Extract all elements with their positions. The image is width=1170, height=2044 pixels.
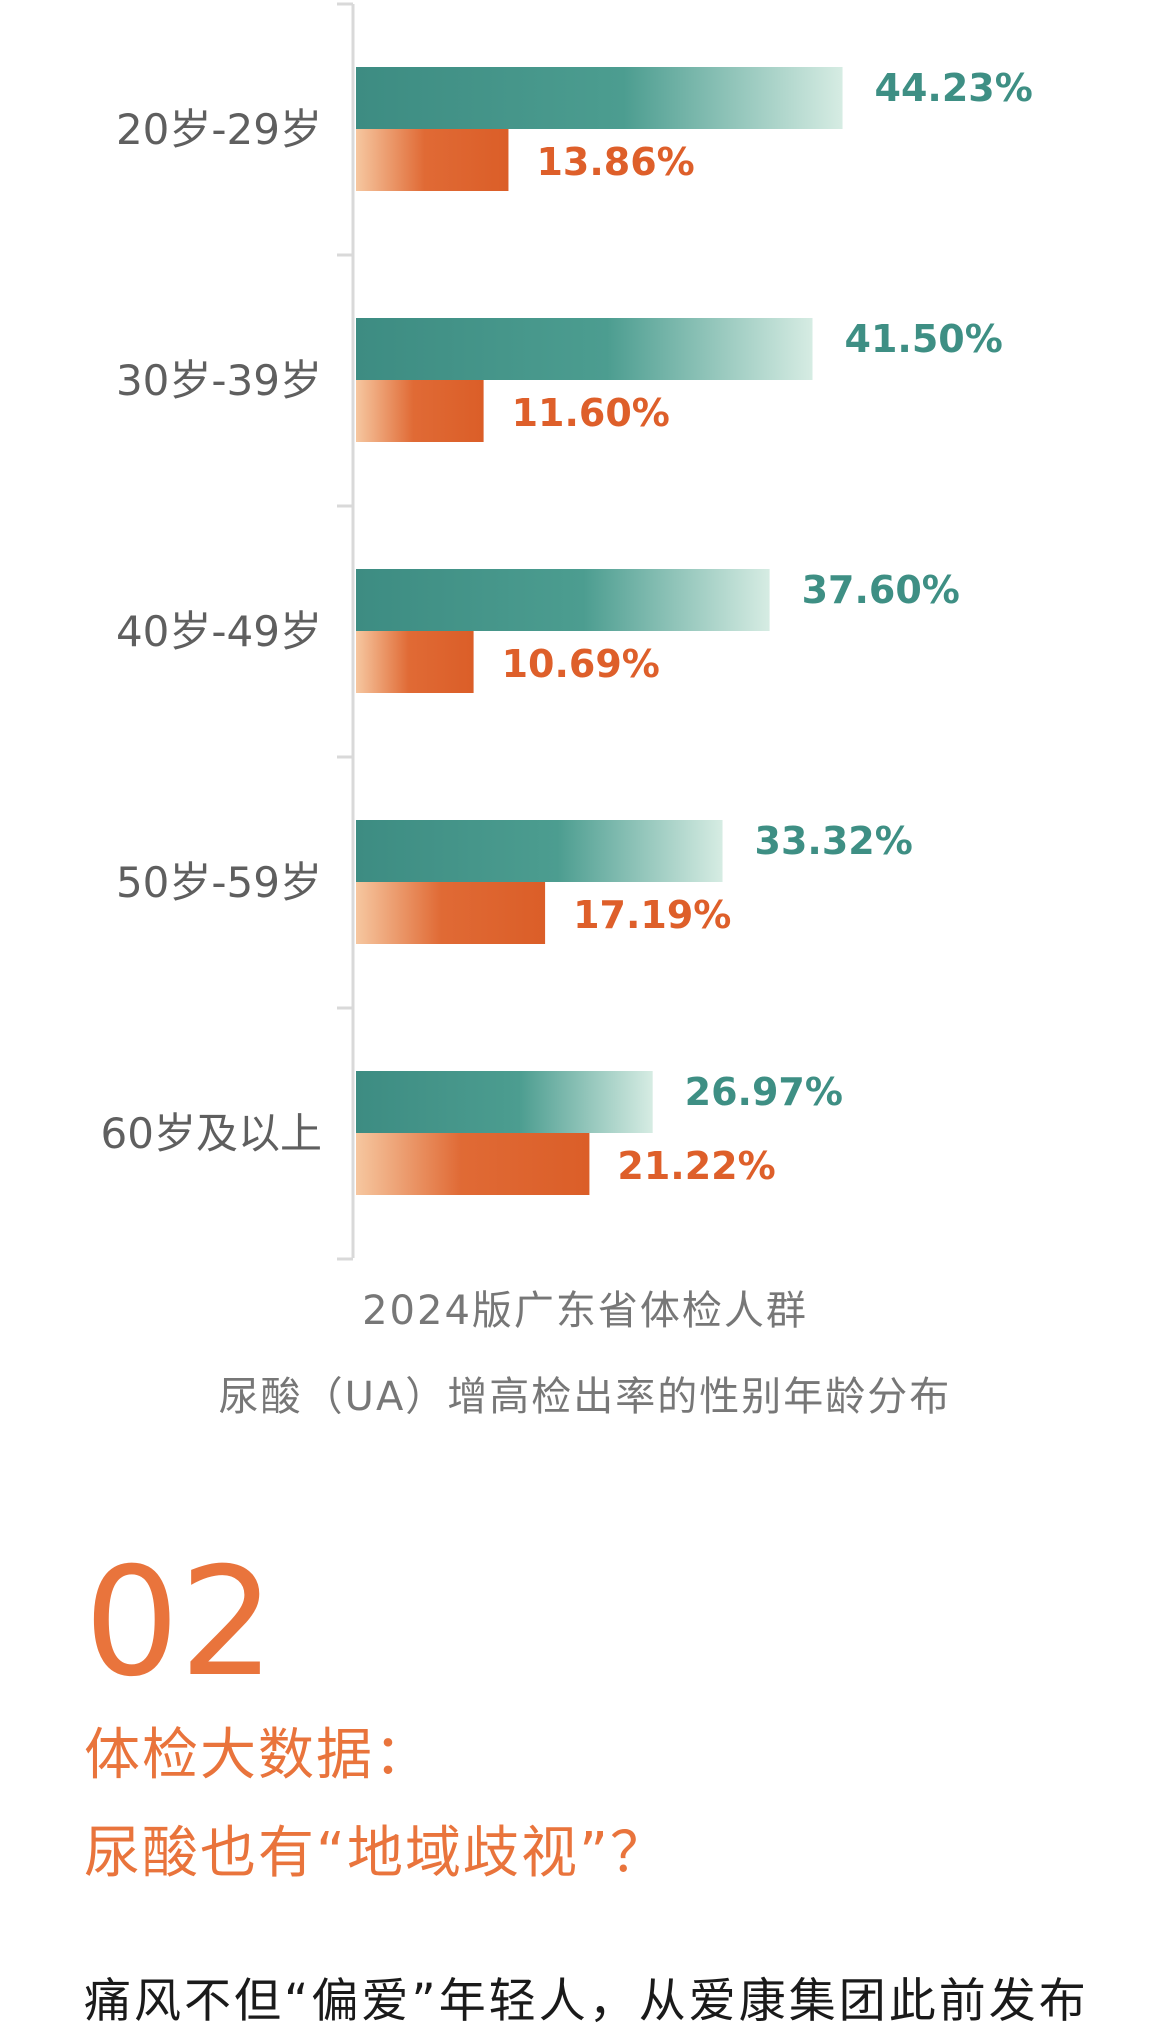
bar-teal <box>356 67 843 129</box>
chart-caption-line2: 尿酸（UA）增高检出率的性别年龄分布 <box>218 1374 952 1420</box>
category-label: 40岁-49岁 <box>116 607 322 656</box>
bar-teal <box>356 820 723 882</box>
data-label-teal: 33.32% <box>755 819 913 863</box>
bar-orange <box>356 1133 590 1195</box>
bar-orange <box>356 380 484 442</box>
data-label-teal: 26.97% <box>685 1070 843 1114</box>
section-title-line2: 尿酸也有“地域歧视”？ <box>84 1821 669 1886</box>
bar-teal <box>356 1071 653 1133</box>
uric-acid-bar-chart: 20岁-29岁 44.23% 13.86% 30岁-39岁 41.50% 11.60% 40… <box>101 2 1033 1261</box>
bar-teal <box>356 318 813 380</box>
category-label: 30岁-39岁 <box>116 356 322 405</box>
data-label-orange: 21.22% <box>617 1144 775 1188</box>
section-title-line1: 体检大数据： <box>84 1723 432 1788</box>
data-label-teal: 37.60% <box>802 568 960 612</box>
article-paragraph: 痛风不但“偏爱”年轻人，从爱康集团此前发布 <box>84 1974 1089 2029</box>
category-label: 50岁-59岁 <box>116 858 322 907</box>
bar-orange <box>356 129 509 191</box>
bar-orange <box>356 631 474 693</box>
category-label: 60岁及以上 <box>101 1109 322 1158</box>
bar-orange <box>356 882 546 944</box>
data-label-teal: 44.23% <box>875 66 1033 110</box>
data-label-orange: 13.86% <box>536 140 694 184</box>
chart-caption-line1: 2024版广东省体检人群 <box>362 1288 808 1334</box>
bar-teal <box>356 569 770 631</box>
data-label-teal: 41.50% <box>845 317 1003 361</box>
data-label-orange: 17.19% <box>573 893 731 937</box>
data-label-orange: 10.69% <box>502 642 660 686</box>
data-label-orange: 11.60% <box>512 391 670 435</box>
section-number: 02 <box>84 1536 275 1710</box>
category-label: 20岁-29岁 <box>116 105 322 154</box>
